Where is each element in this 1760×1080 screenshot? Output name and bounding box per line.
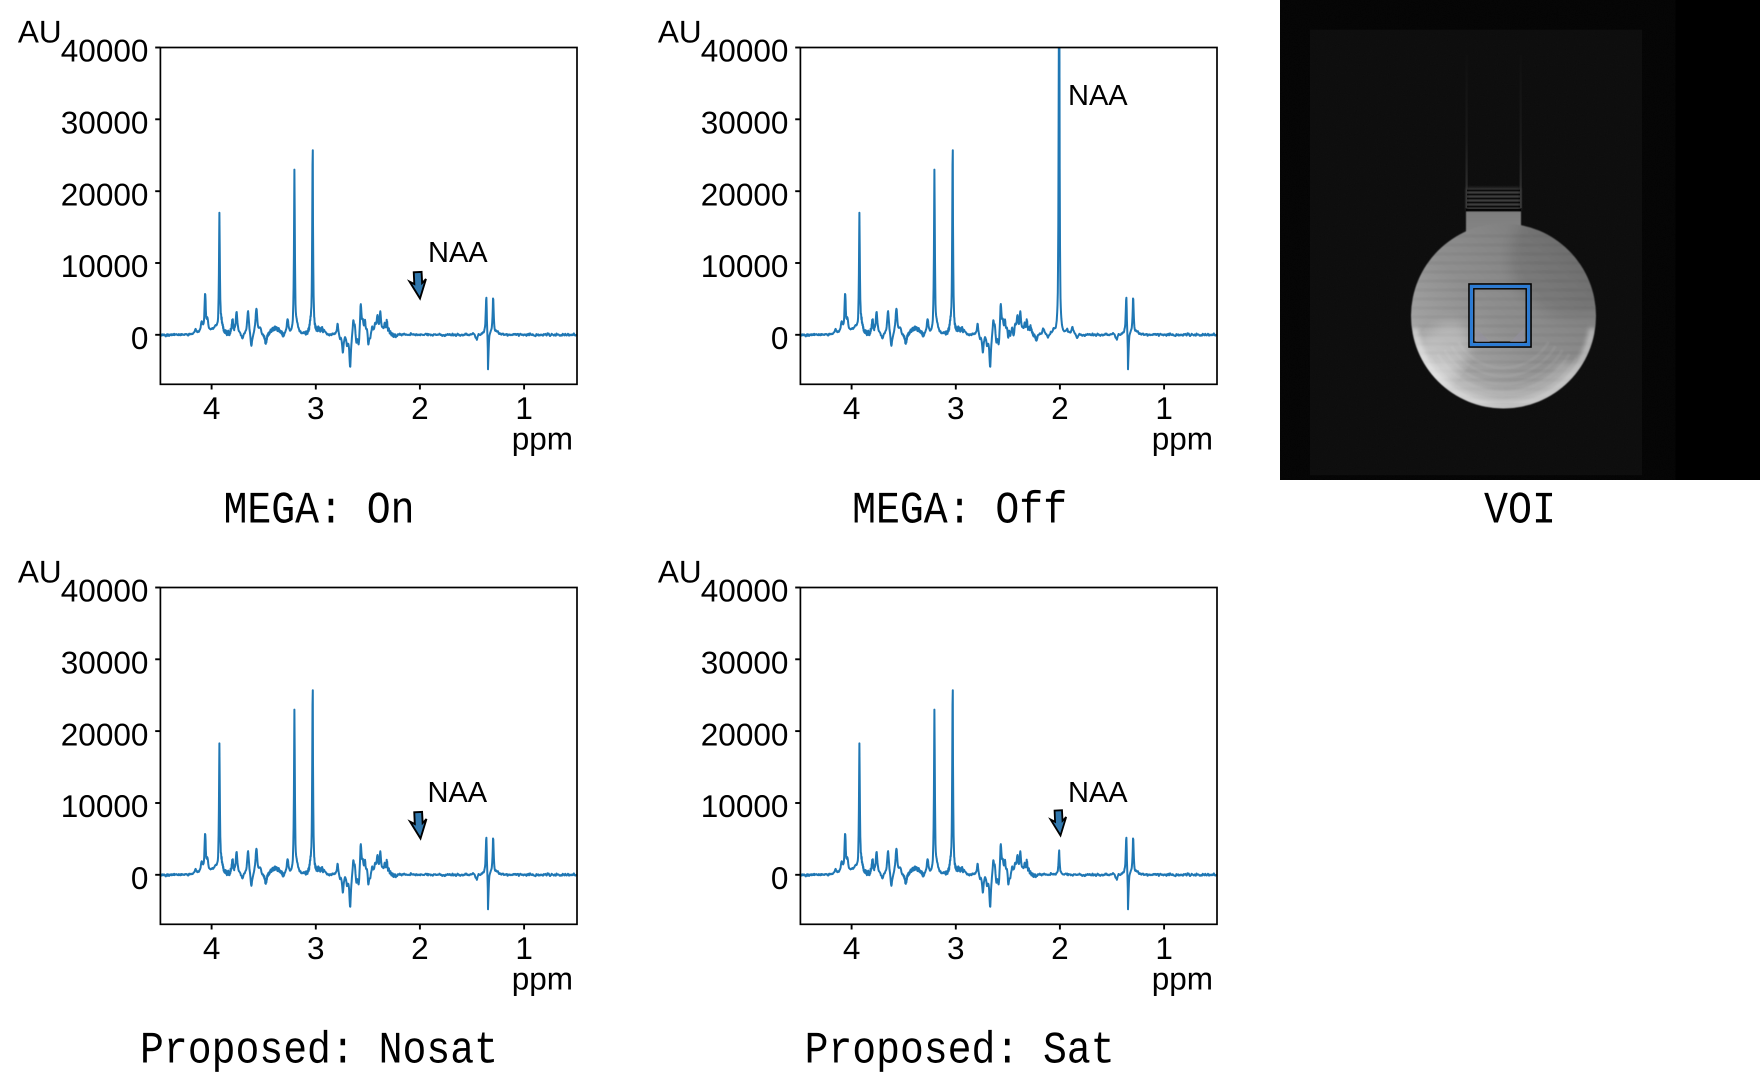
- svg-text:2: 2: [1051, 930, 1069, 966]
- svg-text:20000: 20000: [701, 716, 789, 752]
- svg-text:AU: AU: [658, 14, 702, 50]
- svg-text:MEGA: On: MEGA: On: [224, 486, 415, 537]
- svg-text:AU: AU: [18, 14, 62, 50]
- svg-text:40000: 40000: [61, 33, 149, 69]
- svg-text:40000: 40000: [701, 573, 789, 609]
- svg-text:30000: 30000: [61, 105, 149, 141]
- svg-text:10000: 10000: [61, 248, 149, 284]
- svg-text:4: 4: [843, 390, 861, 426]
- svg-text:1: 1: [515, 390, 533, 426]
- svg-text:3: 3: [307, 930, 325, 966]
- svg-text:2: 2: [411, 930, 429, 966]
- svg-text:VOI: VOI: [1484, 486, 1556, 537]
- svg-text:4: 4: [203, 930, 221, 966]
- svg-text:ppm: ppm: [512, 961, 573, 997]
- svg-text:3: 3: [947, 930, 965, 966]
- svg-text:1: 1: [1155, 930, 1173, 966]
- svg-text:0: 0: [771, 320, 789, 356]
- svg-text:30000: 30000: [701, 105, 789, 141]
- svg-text:0: 0: [131, 320, 149, 356]
- svg-text:Proposed: Nosat: Proposed: Nosat: [140, 1026, 498, 1077]
- svg-text:10000: 10000: [701, 248, 789, 284]
- svg-text:NAA: NAA: [428, 777, 488, 809]
- svg-text:30000: 30000: [61, 645, 149, 681]
- svg-text:Proposed: Sat: Proposed: Sat: [805, 1026, 1115, 1077]
- svg-text:20000: 20000: [61, 716, 149, 752]
- svg-text:2: 2: [1051, 390, 1069, 426]
- svg-text:20000: 20000: [61, 176, 149, 212]
- svg-text:3: 3: [947, 390, 965, 426]
- svg-text:0: 0: [131, 860, 149, 896]
- svg-text:ppm: ppm: [512, 421, 573, 457]
- svg-text:10000: 10000: [701, 788, 789, 824]
- svg-text:MEGA: Off: MEGA: Off: [852, 486, 1067, 537]
- svg-text:2: 2: [411, 390, 429, 426]
- svg-text:1: 1: [1155, 390, 1173, 426]
- svg-text:ppm: ppm: [1152, 961, 1213, 997]
- svg-text:4: 4: [843, 930, 861, 966]
- svg-text:0: 0: [771, 860, 789, 896]
- svg-text:NAA: NAA: [428, 237, 488, 269]
- svg-text:20000: 20000: [701, 176, 789, 212]
- svg-text:3: 3: [307, 390, 325, 426]
- svg-text:4: 4: [203, 390, 221, 426]
- svg-text:40000: 40000: [701, 33, 789, 69]
- svg-text:AU: AU: [18, 554, 62, 590]
- svg-text:ppm: ppm: [1152, 421, 1213, 457]
- svg-text:30000: 30000: [701, 645, 789, 681]
- svg-text:AU: AU: [658, 554, 702, 590]
- svg-text:NAA: NAA: [1068, 777, 1128, 809]
- svg-text:10000: 10000: [61, 788, 149, 824]
- svg-text:40000: 40000: [61, 573, 149, 609]
- svg-text:NAA: NAA: [1068, 80, 1128, 112]
- svg-text:1: 1: [515, 930, 533, 966]
